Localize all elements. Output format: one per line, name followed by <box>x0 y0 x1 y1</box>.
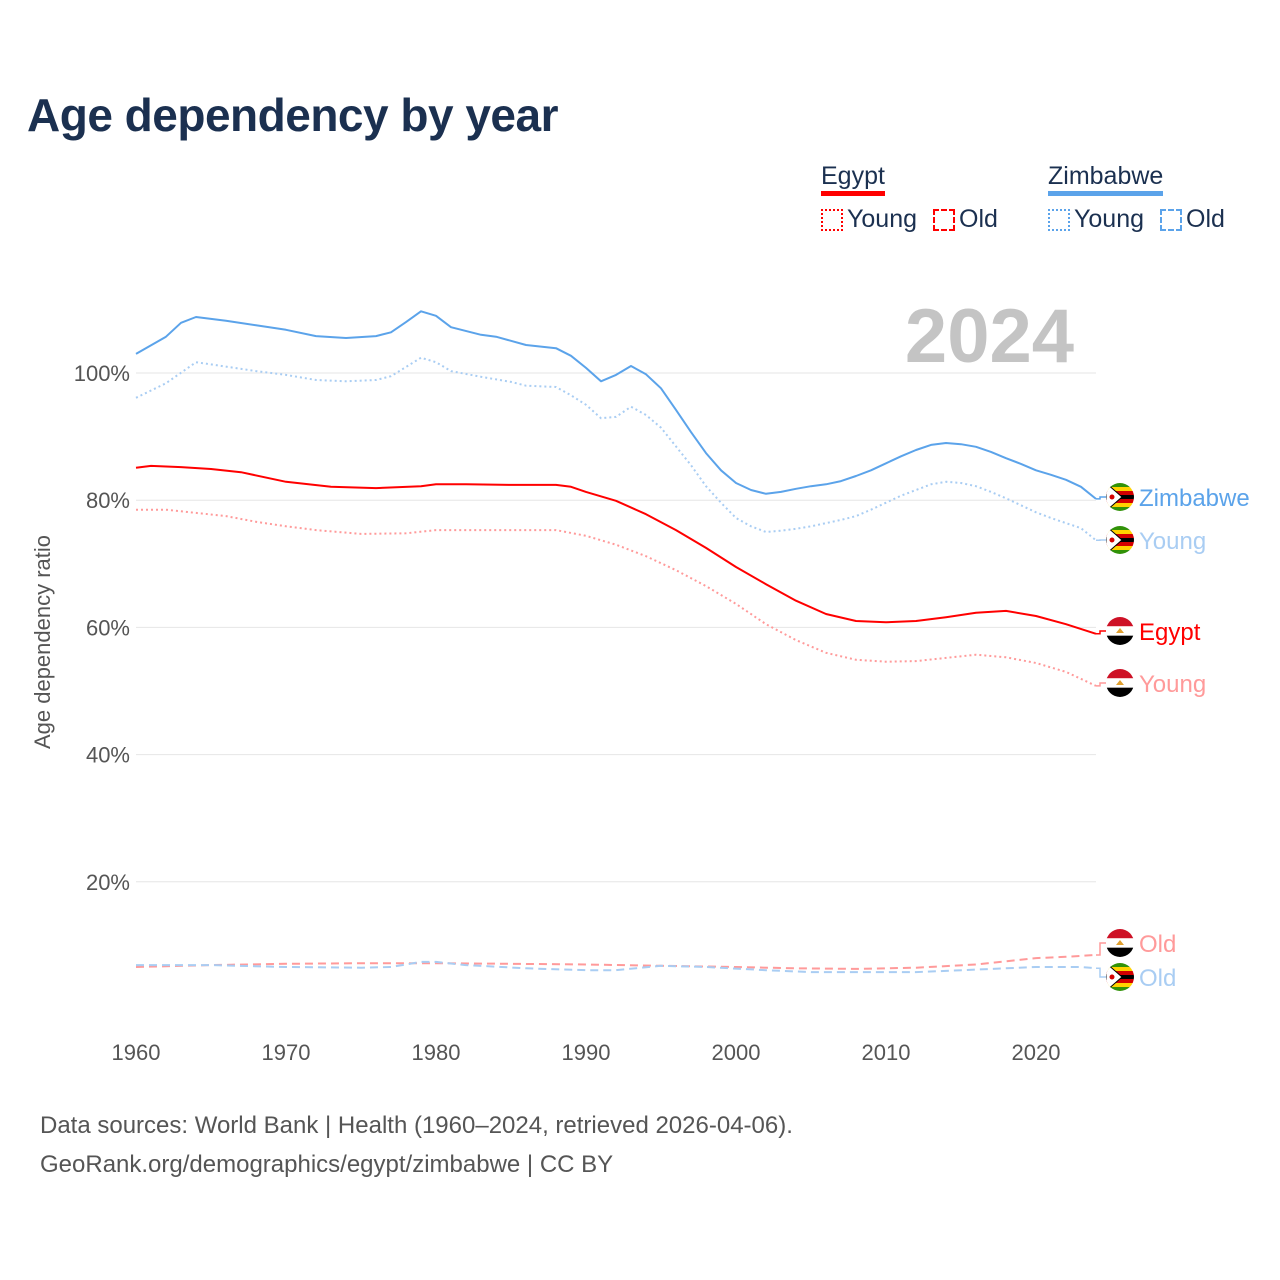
x-tick-label: 1960 <box>112 1040 161 1065</box>
series-end-label: Egypt <box>1139 619 1201 646</box>
x-tick-label: 1970 <box>262 1040 311 1065</box>
series-end-label: Zimbabwe <box>1139 485 1250 512</box>
x-tick-label: 2010 <box>862 1040 911 1065</box>
series-end-label: Old <box>1139 965 1176 992</box>
x-tick-label: 2020 <box>1012 1040 1061 1065</box>
series-end-label: Young <box>1139 528 1206 555</box>
series-line-zimbabwe-old <box>136 960 1097 974</box>
source-line-1: Data sources: World Bank | Health (1960–… <box>40 1112 793 1139</box>
legend-egypt-old[interactable]: Old <box>933 205 998 234</box>
series-line-egypt-young <box>136 508 1097 687</box>
legend-group-zimbabwe: Zimbabwe Young Old <box>1048 162 1225 234</box>
label-connector <box>1096 630 1106 635</box>
legend-egypt-label: Egypt <box>821 162 885 190</box>
legend-zimbabwe-header[interactable]: Zimbabwe <box>1048 162 1164 197</box>
label-connector <box>1096 942 1106 956</box>
x-tick-label: 1980 <box>412 1040 461 1065</box>
series-end-label: Old <box>1139 931 1176 958</box>
legend-item-label: Young <box>847 205 917 233</box>
x-tick-label: 1990 <box>562 1040 611 1065</box>
legend-item-label: Young <box>1074 205 1144 233</box>
egypt-flag-icon <box>1106 617 1134 645</box>
legend-egypt-swatch <box>821 191 885 196</box>
series-end-label: Young <box>1139 671 1206 698</box>
label-connector <box>1096 496 1106 500</box>
legend-egypt-header[interactable]: Egypt <box>821 162 885 197</box>
series-line-zimbabwe <box>135 310 1097 500</box>
egypt-flag-icon <box>1106 669 1134 697</box>
chart-title: Age dependency by year <box>27 89 558 141</box>
legend-item-label: Old <box>1186 205 1225 233</box>
dotted-swatch-icon <box>1048 208 1070 231</box>
legend-item-label: Old <box>959 205 998 233</box>
label-connector <box>1096 682 1106 687</box>
x-tick-label: 2000 <box>712 1040 761 1065</box>
legend-zimbabwe-swatch <box>1048 191 1164 196</box>
y-tick-label: 40% <box>86 743 130 768</box>
zimbabwe-flag-icon <box>1106 483 1134 511</box>
year-watermark: 2024 <box>905 294 1074 379</box>
series-line-egypt <box>135 464 1097 635</box>
dotted-swatch-icon <box>821 208 843 231</box>
legend-zimbabwe-label: Zimbabwe <box>1048 162 1164 190</box>
y-tick-label: 100% <box>74 361 130 386</box>
legend-group-egypt: Egypt Young Old <box>821 162 998 234</box>
legend-zimbabwe-young[interactable]: Young <box>1048 205 1144 234</box>
y-tick-label: 20% <box>86 870 130 895</box>
y-tick-label: 80% <box>86 488 130 513</box>
egypt-flag-icon <box>1106 929 1134 957</box>
dashed-swatch-icon <box>1160 208 1182 231</box>
source-note: Data sources: World Bank | Health (1960–… <box>40 1106 793 1184</box>
zimbabwe-flag-icon <box>1106 963 1134 991</box>
legend-zimbabwe-old[interactable]: Old <box>1160 205 1225 234</box>
series-line-zimbabwe-young <box>135 356 1097 542</box>
label-connector <box>1096 967 1106 978</box>
legend-egypt-young[interactable]: Young <box>821 205 917 234</box>
zimbabwe-flag-icon <box>1106 526 1134 554</box>
y-tick-label: 60% <box>86 615 130 640</box>
y-axis-label: Age dependency ratio <box>30 535 55 749</box>
source-line-2[interactable]: GeoRank.org/demographics/egypt/zimbabwe … <box>40 1151 614 1178</box>
dashed-swatch-icon <box>933 208 955 231</box>
